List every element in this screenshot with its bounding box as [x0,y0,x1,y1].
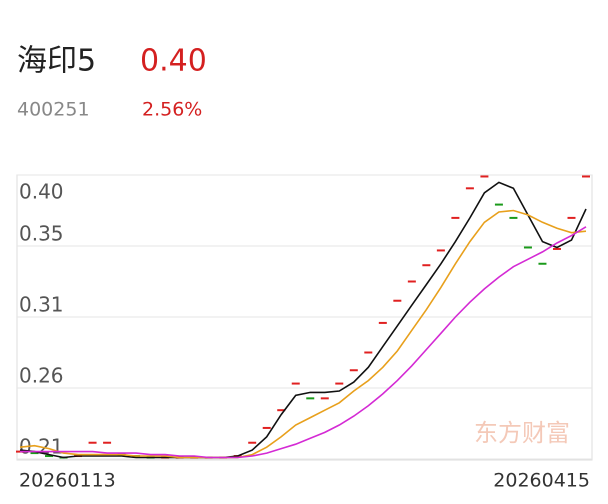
x-tick-label: 20260113 [19,470,116,492]
stock-price: 0.40 [140,44,207,79]
stock-name: 海印5 [17,44,96,79]
watermark: 东方财富 [474,419,570,447]
x-tick-label: 20260415 [493,470,590,492]
ma-line [19,209,587,459]
y-tick-label: 0.26 [19,364,64,388]
stock-code: 400251 [17,99,90,121]
y-tick-label: 0.35 [19,222,64,246]
y-tick-label: 0.40 [19,180,64,204]
y-tick-label: 0.31 [19,293,64,317]
ma-line [19,181,587,459]
ma-line [20,226,587,459]
stock-change: 2.56% [142,99,202,121]
